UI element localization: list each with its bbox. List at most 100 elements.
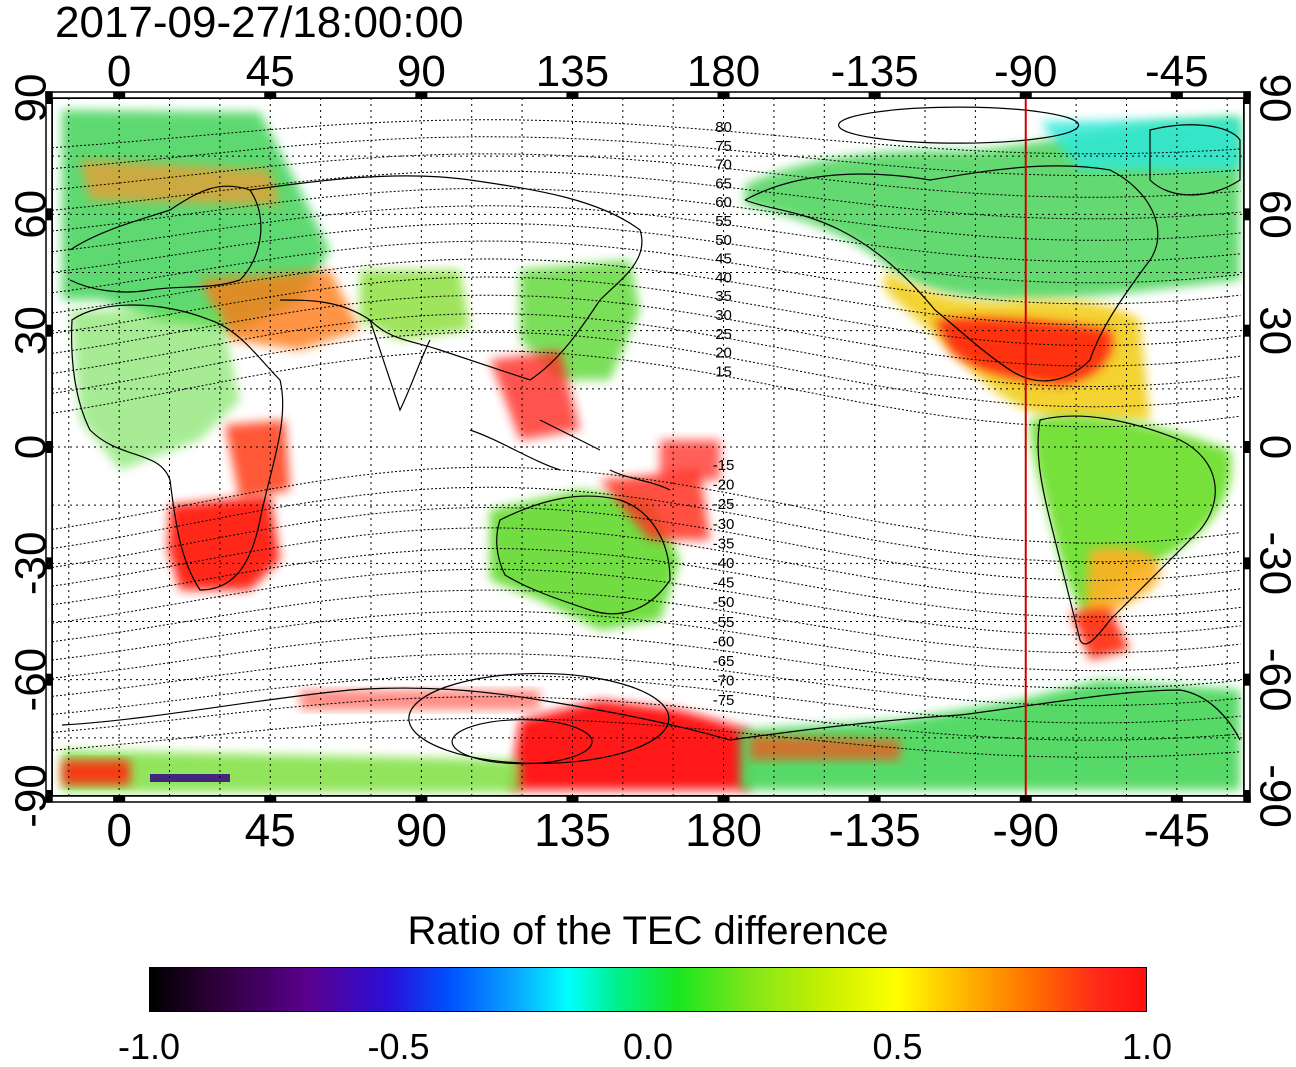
maglat-contour: [52, 674, 1241, 724]
lon-tick-top: [868, 92, 881, 98]
maglat-contour: [52, 187, 1241, 241]
maglat-label-north: 80: [715, 119, 732, 136]
maglat-label-north: 50: [715, 232, 732, 249]
lat-tick-left: [46, 208, 52, 221]
maglat-label-south: -55: [713, 614, 735, 631]
maglat-label-north: 30: [715, 307, 732, 324]
maglat-label-south: -30: [713, 516, 735, 533]
maglat-label-south: -75: [713, 692, 735, 709]
region-south-america-south: [1085, 547, 1161, 620]
maglat-contour: [52, 589, 1241, 654]
coast-south-america: [1037, 415, 1216, 645]
region-antarctica-purple: [150, 774, 230, 782]
lon-label-bottom: 0: [106, 804, 132, 856]
maglat-contour: [52, 653, 1241, 707]
colorbar-tick-label: 1.0: [1121, 1026, 1173, 1067]
coast-north-america: [744, 165, 1159, 382]
region-north-america-red: [935, 318, 1113, 385]
maglat-contour: [52, 631, 1241, 689]
maglat-contour: [52, 350, 1241, 428]
coast-india: [369, 319, 431, 412]
region-arctic-cyan: [1040, 118, 1240, 170]
lon-tick-bottom: [264, 796, 277, 802]
coast-europe: [69, 185, 262, 293]
maglat-label-south: -20: [713, 477, 735, 494]
lat-label-left: -60: [7, 648, 56, 712]
region-australia-east-red: [600, 470, 710, 540]
lon-label-bottom: -135: [829, 804, 921, 856]
axes: 0045459090135135180180-135-135-90-90-45-…: [7, 47, 1296, 856]
maglat-contour: [52, 136, 1241, 177]
map-title: 2017-09-27/18:00:00: [55, 0, 464, 47]
maglat-label-south: -60: [713, 633, 735, 650]
region-antarctica-red-left: [62, 760, 130, 785]
lon-tick-top: [264, 92, 277, 98]
lat-label-right: 0: [1250, 435, 1296, 459]
lat-tick-left: [46, 92, 52, 104]
lat-label-right: -90: [1250, 764, 1296, 828]
maglat-contour: [52, 222, 1241, 284]
maglat-contour: [52, 466, 1241, 544]
maglat-contour: [52, 313, 1241, 387]
maglat-label-south: -50: [713, 594, 735, 611]
region-southern-africa: [168, 495, 280, 590]
maglat-label-south: -25: [713, 496, 735, 513]
region-antarctica-atlantic: [740, 680, 1240, 790]
maglat-label-south: -35: [713, 535, 735, 552]
maglat-contour: [52, 717, 1241, 758]
coast-asia: [249, 175, 643, 381]
lon-tick-top: [717, 92, 730, 98]
coast-australia: [496, 495, 671, 615]
maglat-label-north: 40: [715, 269, 732, 286]
colorbar-tick-label: -0.5: [367, 1026, 430, 1067]
frame-bottom-bar: [45, 795, 1251, 803]
region-antarctica-red-strip: [750, 735, 900, 760]
maglat-label-north: 35: [715, 288, 732, 305]
tec-data-layer: [62, 110, 1240, 792]
lat-tick-left: [46, 441, 52, 453]
south-pole-contour-inner: [451, 719, 593, 765]
lat-tick-right: [1244, 92, 1250, 104]
region-australia: [490, 490, 680, 630]
maglat-label-south: -40: [713, 555, 735, 572]
region-pacific-red-spots: [660, 440, 720, 480]
lon-tick-bottom: [868, 796, 881, 802]
lat-label-right: 60: [1250, 190, 1296, 239]
magnetic-latitude-contours: [52, 106, 1241, 765]
region-europe-red: [80, 160, 280, 205]
lat-label-left: -90: [7, 764, 56, 828]
maglat-label-north: 20: [715, 345, 732, 362]
lon-label-bottom: -90: [993, 804, 1059, 856]
maglat-contour: [52, 568, 1241, 636]
region-antarctica-pacific: [510, 700, 750, 790]
maglat-contour: [52, 486, 1241, 563]
maglat-label-north: 25: [715, 326, 732, 343]
maglat-label-south: -70: [713, 673, 735, 690]
maglat-contour: [52, 276, 1241, 346]
lon-label-bottom: 180: [685, 804, 762, 856]
lon-tick-top: [1170, 92, 1183, 98]
lon-label-bottom: 135: [534, 804, 611, 856]
lat-label-left: 0: [7, 435, 56, 459]
colorbar-tick-label: 0.0: [622, 1026, 674, 1067]
lon-tick-top: [415, 92, 428, 98]
maglat-label-south: -45: [713, 575, 735, 592]
region-africa-north: [70, 310, 240, 470]
lat-label-left: -30: [7, 532, 56, 596]
lon-tick-bottom: [113, 796, 126, 802]
lat-tick-right: [1244, 673, 1250, 686]
region-asia-red-spots: [490, 350, 580, 440]
lon-label-bottom: 90: [396, 804, 447, 856]
lat-label-left: 90: [7, 74, 56, 123]
maglat-label-north: 65: [715, 175, 732, 192]
maglat-contour: [52, 294, 1241, 367]
coastlines: [61, 124, 1241, 741]
coast-antarctica: [61, 687, 1241, 741]
lat-tick-right: [1244, 790, 1250, 802]
maglat-contour: [52, 240, 1241, 305]
lon-tick-bottom: [1170, 796, 1183, 802]
grid-layer: [52, 98, 1244, 796]
coast-africa: [71, 304, 284, 591]
lon-label-top: -90: [994, 47, 1058, 96]
maglat-label-north: 55: [715, 213, 732, 230]
